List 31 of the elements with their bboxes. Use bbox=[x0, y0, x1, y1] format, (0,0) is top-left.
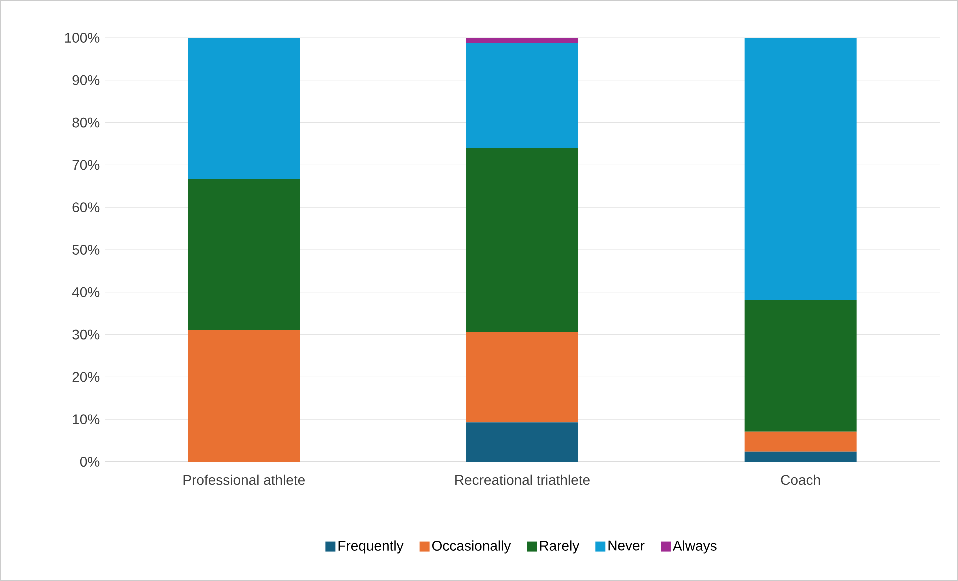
y-tick-label: 0% bbox=[80, 457, 100, 467]
x-tick-label: Coach bbox=[781, 474, 820, 486]
x-tick-label: Recreational triathlete bbox=[456, 474, 590, 486]
y-tick-label: 90% bbox=[72, 75, 100, 86]
y-tick-label: 100% bbox=[65, 33, 100, 43]
y-tick-label: 20% bbox=[72, 372, 100, 382]
bar bbox=[188, 38, 300, 180]
legend-label: Rarely bbox=[540, 540, 580, 554]
bar bbox=[466, 148, 579, 332]
bar bbox=[466, 332, 579, 423]
bar bbox=[744, 38, 857, 300]
bar bbox=[466, 38, 579, 44]
y-tick-label: 60% bbox=[72, 202, 100, 213]
bar bbox=[466, 422, 579, 462]
bar bbox=[744, 300, 857, 432]
y-tick-label: 80% bbox=[72, 118, 100, 128]
bar bbox=[744, 432, 857, 452]
bar bbox=[466, 44, 579, 148]
bar bbox=[188, 179, 300, 331]
bar bbox=[188, 330, 300, 462]
legend-label: Never bbox=[608, 540, 645, 551]
y-tick-label: 70% bbox=[72, 160, 100, 170]
legend-label: Frequently bbox=[338, 540, 404, 554]
bar bbox=[744, 452, 857, 462]
y-tick-label: 30% bbox=[72, 330, 100, 340]
legend-label: Occasionally bbox=[432, 540, 512, 554]
x-tick-label: Professional athlete bbox=[184, 474, 306, 486]
y-tick-label: 50% bbox=[72, 245, 100, 255]
y-tick-label: 10% bbox=[73, 414, 100, 425]
y-tick-label: 40% bbox=[72, 287, 100, 298]
legend-label: Always bbox=[673, 540, 717, 554]
